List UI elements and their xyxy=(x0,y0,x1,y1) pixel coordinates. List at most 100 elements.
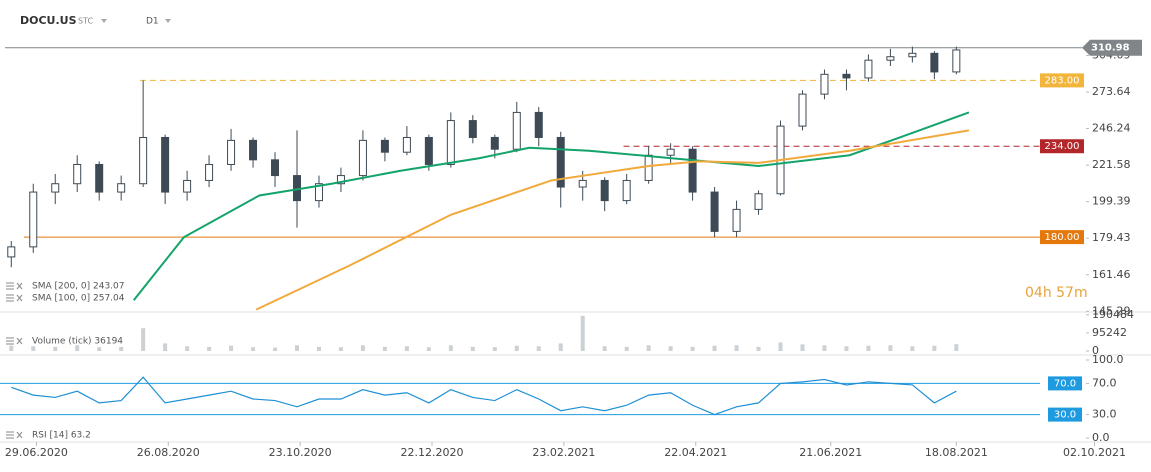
x-tick-label: 29.06.2020 xyxy=(5,446,68,459)
candle-body xyxy=(798,93,807,127)
volume-bar xyxy=(866,345,871,351)
legend-icon xyxy=(6,294,23,302)
volume-bar xyxy=(580,315,585,351)
y-tick-label: 246.24 xyxy=(1092,122,1131,135)
volume-bar xyxy=(470,346,475,351)
volume-bar xyxy=(426,347,431,351)
volume-bar xyxy=(602,346,607,351)
volume-bar xyxy=(448,345,453,351)
volume-bar xyxy=(97,347,102,351)
volume-bar xyxy=(690,346,695,351)
volume-bar xyxy=(163,343,168,351)
candle-body xyxy=(622,179,631,202)
y-tick-label: 199.39 xyxy=(1092,195,1131,208)
level-label: 283.00 xyxy=(1045,75,1080,86)
candle-body xyxy=(51,183,60,193)
x-tick-label: 23.10.2020 xyxy=(269,446,332,459)
volume-bar xyxy=(514,345,519,351)
sma-line xyxy=(255,129,970,311)
candle-body xyxy=(446,120,455,165)
volume-bar xyxy=(800,344,805,351)
volume-bar xyxy=(646,345,651,351)
y-tick-label: 145.29 xyxy=(1092,304,1131,317)
volume-bar xyxy=(404,346,409,351)
legend-entry: SMA [100, 0] 257.04 xyxy=(32,294,125,304)
candle-body xyxy=(117,183,126,193)
candle-body xyxy=(314,183,323,202)
symbol[interactable]: DOCU.US xyxy=(20,14,77,27)
candle-body xyxy=(468,120,477,138)
candle-body xyxy=(952,49,961,73)
candle-body xyxy=(688,148,697,193)
volume-bar xyxy=(382,346,387,351)
candle-body xyxy=(380,139,389,153)
price-label-box xyxy=(1082,39,1142,56)
volume-bar xyxy=(273,347,278,351)
market[interactable]: STC xyxy=(78,17,93,26)
legend-icon xyxy=(6,337,23,345)
candle-body xyxy=(29,191,38,248)
volume-bar xyxy=(338,347,343,351)
volume-bar xyxy=(207,346,212,351)
y-tick-label: 0.0 xyxy=(1092,431,1110,444)
dropdown-arrow[interactable] xyxy=(165,19,171,23)
candle-body xyxy=(336,175,345,185)
candle-body xyxy=(732,208,741,232)
candle-body xyxy=(666,148,675,156)
panel-title: RSI [14] 63.2 xyxy=(32,431,91,441)
candle-body xyxy=(139,136,148,185)
y-tick-label: 30.0 xyxy=(1092,408,1117,421)
volume-bar xyxy=(316,346,321,351)
candle-body xyxy=(402,136,411,153)
x-tick-label: 26.08.2020 xyxy=(137,446,200,459)
level-label-box xyxy=(1048,407,1082,422)
volume-bar xyxy=(53,346,58,351)
candle-body xyxy=(908,52,917,58)
volume-bar xyxy=(229,345,234,351)
volume-bar xyxy=(778,342,783,351)
candle-body xyxy=(512,111,521,150)
candle-body xyxy=(710,191,719,232)
volume-bar xyxy=(822,345,827,351)
x-tick-label: 18.08.2021 xyxy=(925,446,988,459)
level-label-box xyxy=(1048,376,1082,391)
y-tick-label: 70.0 xyxy=(1092,376,1117,389)
x-tick-label: 22.04.2021 xyxy=(664,446,727,459)
candle-body xyxy=(556,136,565,188)
level-label-box xyxy=(1040,73,1084,88)
candle-body xyxy=(227,139,236,165)
panel-title: Volume (tick) 36194 xyxy=(32,337,123,347)
y-tick-label: 221.58 xyxy=(1092,158,1131,171)
dropdown-arrow[interactable] xyxy=(101,19,107,23)
candle-body xyxy=(842,73,851,79)
candle-body xyxy=(73,163,82,185)
candle-body xyxy=(358,139,367,177)
candle-body xyxy=(95,163,104,193)
interval[interactable]: D1 xyxy=(146,17,159,27)
level-label: 180.00 xyxy=(1045,232,1080,243)
candle-body xyxy=(7,246,16,258)
y-tick-label: 190484 xyxy=(1092,308,1134,321)
legend-entry: SMA [200, 0] 243.07 xyxy=(32,282,125,292)
volume-bar xyxy=(119,346,124,351)
volume-bar xyxy=(536,346,541,351)
volume-bar xyxy=(141,328,146,351)
volume-bar xyxy=(558,343,563,351)
candle-body xyxy=(930,52,939,73)
level-label: 30.0 xyxy=(1054,410,1076,421)
candle-body xyxy=(600,179,609,202)
volume-bar xyxy=(624,346,629,351)
volume-bar xyxy=(492,347,497,351)
y-tick-label: 179.43 xyxy=(1092,231,1131,244)
x-tick-label: 22.12.2020 xyxy=(401,446,464,459)
x-tick-label: 21.06.2021 xyxy=(799,446,862,459)
candle-body xyxy=(754,193,763,210)
y-tick-label: 100.0 xyxy=(1092,353,1124,366)
volume-bar xyxy=(294,345,299,351)
y-tick-label: 273.64 xyxy=(1092,85,1131,98)
level-label: 70.0 xyxy=(1054,378,1076,389)
candle-body xyxy=(886,56,895,61)
candle-body xyxy=(249,139,258,161)
